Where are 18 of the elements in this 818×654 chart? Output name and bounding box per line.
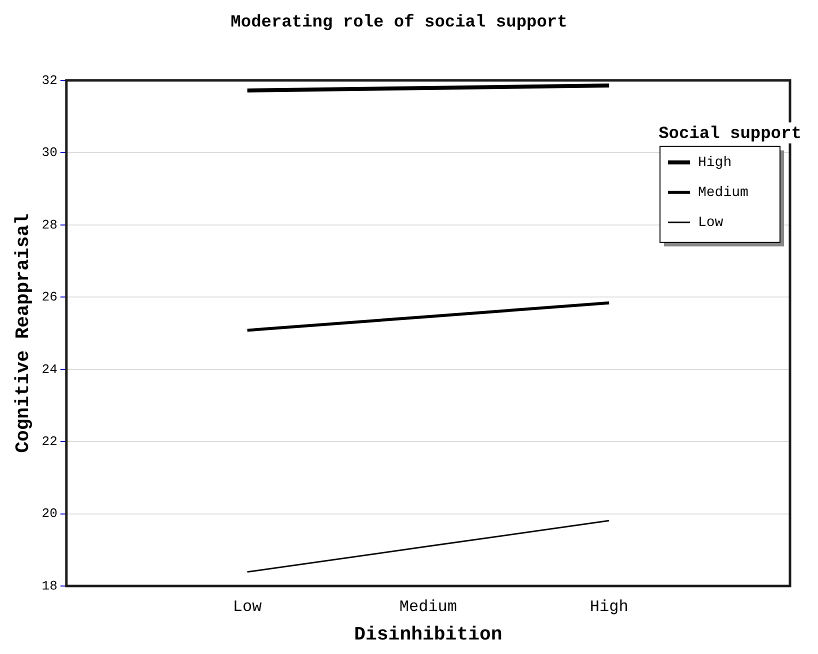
y-tick-label: 24 [42, 362, 58, 377]
legend-title: Social support [658, 125, 802, 144]
x-tick-label: High [590, 598, 628, 616]
y-axis-title: Cognitive Reappraisal [12, 213, 34, 453]
y-tick-label: 22 [42, 434, 58, 449]
y-tick-label: 26 [42, 290, 58, 305]
legend-label: Medium [698, 185, 748, 202]
chart-title: Moderating role of social support [230, 13, 568, 32]
y-tick-label: 28 [42, 217, 58, 232]
y-tick-label: 30 [42, 145, 58, 160]
x-tick-label: Low [232, 598, 262, 616]
legend-label: Low [698, 215, 724, 232]
y-tick-label: 18 [42, 578, 58, 594]
y-tick-label: 32 [42, 72, 58, 88]
x-axis-title: Disinhibition [354, 623, 502, 646]
x-tick-label: Medium [399, 598, 458, 616]
legend-label: High [698, 155, 732, 172]
y-tick-label: 20 [42, 506, 58, 522]
